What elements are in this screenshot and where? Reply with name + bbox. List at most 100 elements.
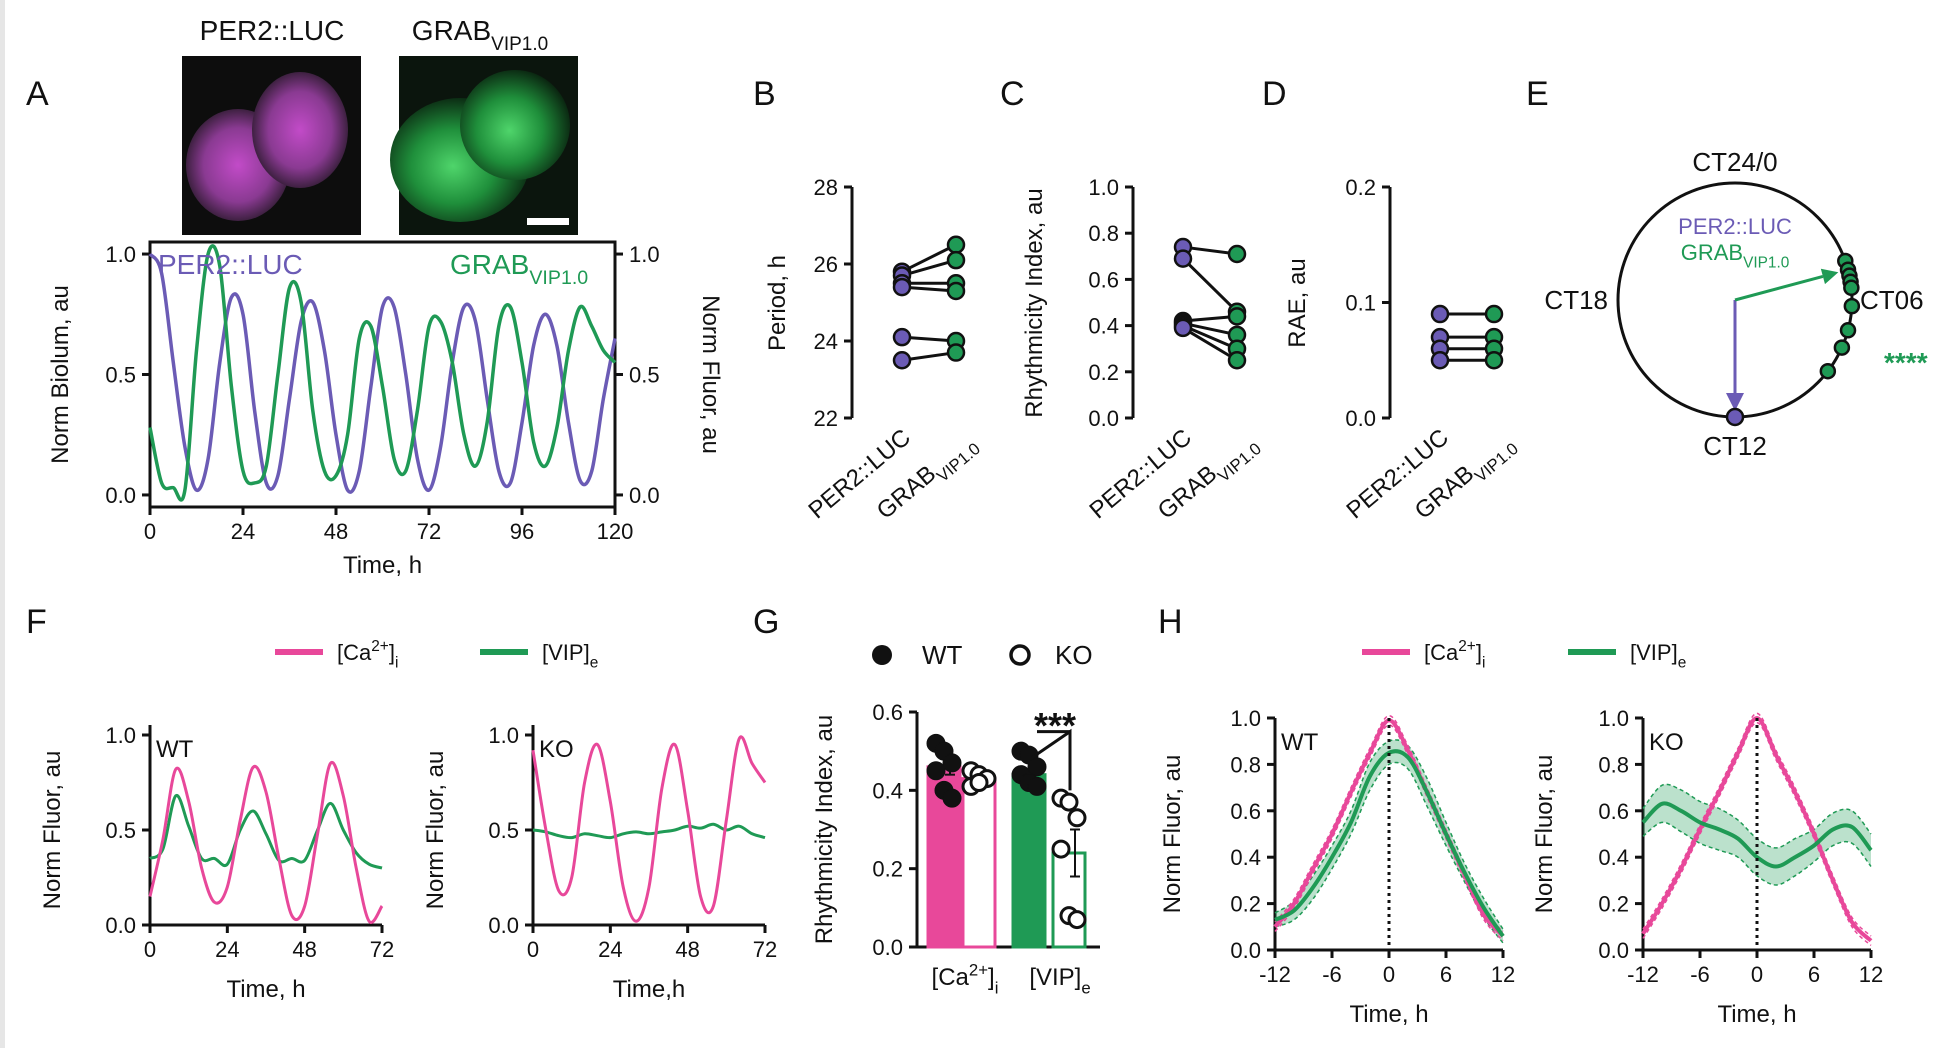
- per2-point: [892, 327, 912, 347]
- y-tick-label-right: 1.0: [629, 242, 660, 267]
- per2-image-title: PER2::LUC: [200, 15, 345, 46]
- y-tick-label: 0.6: [1598, 799, 1629, 824]
- panel-letter-h: H: [1158, 603, 1183, 641]
- label-part: 2+: [1458, 638, 1476, 655]
- grab-phase-point: [1833, 339, 1851, 356]
- label-part: ]: [389, 640, 395, 665]
- y-tick-label: 0.0: [1088, 406, 1119, 431]
- y-axis-title: Norm Fluor, au: [39, 751, 66, 910]
- y-axis-title: Rhythmicity Index, au: [1021, 188, 1048, 417]
- pair-line: [1181, 257, 1239, 313]
- y-tick-label: 24: [814, 329, 838, 354]
- x-tick-label: 0: [144, 937, 156, 962]
- legend-grab-vip: GRABVIP1.0: [450, 249, 588, 289]
- y-tick-label: 0.0: [872, 935, 903, 960]
- label-part: VIP1.0: [933, 439, 984, 486]
- y-tick-label: 0.8: [1598, 752, 1629, 777]
- significance-stars: ****: [1884, 347, 1928, 378]
- label-part: VIP1.0: [529, 267, 588, 289]
- grab-point: [1227, 307, 1247, 326]
- legend-ko-label: KO: [1055, 640, 1093, 670]
- y-tick-label: 0.0: [105, 913, 136, 938]
- x-tick-label: 6: [1808, 962, 1820, 987]
- label-part: ]: [1476, 640, 1482, 665]
- y-tick-label: 0.5: [105, 363, 136, 388]
- y-tick-label-right: 0.0: [629, 483, 660, 508]
- legend-vip-label: [VIP]e: [1630, 640, 1686, 672]
- vip-error-band: [1643, 784, 1871, 885]
- x-tick-label: 48: [324, 519, 348, 544]
- label-ct24: CT24/0: [1692, 147, 1777, 177]
- legend-per2-luc: PER2::LUC: [158, 249, 303, 280]
- y-tick-label: 0.2: [1088, 360, 1119, 385]
- label-part: e: [590, 655, 599, 672]
- data-point-wt: [1027, 776, 1047, 796]
- legend-wt-label: WT: [922, 640, 963, 670]
- scale-bar: [527, 218, 569, 225]
- label-part: 2+: [969, 960, 988, 979]
- label-part: VIP1.0: [1214, 439, 1265, 486]
- ca-error-upper: [1642, 712, 1872, 937]
- ca-trace: [148, 760, 384, 924]
- per2-phase-point: [1725, 407, 1745, 427]
- ca-error-lower: [1642, 721, 1872, 946]
- y-tick-label: 0.5: [488, 818, 519, 843]
- genotype-tag: KO: [1649, 729, 1684, 756]
- chart-g: WT KO 0.0 0.2 0.4 0.6 Rhythmicity Index, au ***…: [811, 640, 1100, 997]
- legend-grab: GRABVIP1.0: [1681, 240, 1790, 272]
- x-tick-label: 48: [292, 937, 316, 962]
- y-tick-label: 28: [814, 175, 838, 200]
- panel-letter-b: B: [753, 75, 776, 113]
- grab-phase-point: [1843, 297, 1861, 315]
- x-tick-label: 24: [215, 937, 239, 962]
- data-point-wt: [942, 753, 962, 773]
- legend-ca-label: [Ca2+]i: [337, 638, 398, 672]
- panel-letter-g: G: [753, 603, 779, 641]
- legend-ca-label: [Ca2+]i: [1424, 638, 1485, 672]
- chart-a: 0.0 0.0 0.5 0.5 1.0 1.0 0 24 48 72 96 120 Time, h Nor…: [47, 240, 724, 579]
- x-axis-title: Time, h: [1349, 1001, 1428, 1028]
- y-tick-label: 0.2: [1345, 175, 1376, 200]
- grab-point: [946, 235, 966, 254]
- y-axis-title: RAE, au: [1284, 258, 1311, 347]
- data-point-ko: [1059, 792, 1079, 812]
- y-tick-label: 0.4: [872, 778, 903, 803]
- y-tick-label: 0.5: [105, 818, 136, 843]
- label-ct18: CT18: [1544, 285, 1608, 315]
- label-ct06: CT06: [1860, 285, 1924, 315]
- x-tick-label: -6: [1322, 962, 1342, 987]
- x-tick-label: 12: [1859, 962, 1883, 987]
- per2-luc-line: [148, 252, 617, 494]
- label-part: [Ca: [337, 640, 372, 665]
- x-tick-label: 72: [370, 937, 394, 962]
- y-axis-title: Norm Fluor, au: [422, 751, 449, 910]
- per2-point: [892, 351, 912, 370]
- label-part: GRAB: [1681, 240, 1743, 265]
- x-axis-title: Time, h: [1717, 1001, 1796, 1028]
- panel-letter-a: A: [26, 75, 49, 113]
- label-part: GRAB: [450, 249, 529, 280]
- x-tick-label: 72: [417, 519, 441, 544]
- data-point-wt: [1027, 757, 1047, 777]
- x-tick-label: 0: [1751, 962, 1763, 987]
- x-tick-label: 12: [1491, 962, 1515, 987]
- x-tick-label: 96: [510, 519, 534, 544]
- panel-letter-f: F: [26, 603, 47, 641]
- x-axis-title: Time,h: [613, 976, 685, 1003]
- x-tick-label: 120: [597, 519, 634, 544]
- per2-luc-image: [182, 56, 361, 235]
- label-ct12: CT12: [1703, 431, 1767, 461]
- legend-wt-dot: [872, 645, 892, 665]
- per2-arrowhead: [1726, 393, 1744, 411]
- grab-point: [946, 281, 966, 301]
- panel-letter-e: E: [1526, 75, 1549, 113]
- y-axis-title: Period, h: [764, 255, 791, 351]
- per2-point: [892, 277, 912, 297]
- label-part: [Ca: [932, 964, 970, 991]
- label-part: i: [1482, 655, 1485, 672]
- label-part: [VIP]: [542, 640, 590, 665]
- label-part: VIP1.0: [1743, 255, 1789, 272]
- x-tick-label: 24: [231, 519, 255, 544]
